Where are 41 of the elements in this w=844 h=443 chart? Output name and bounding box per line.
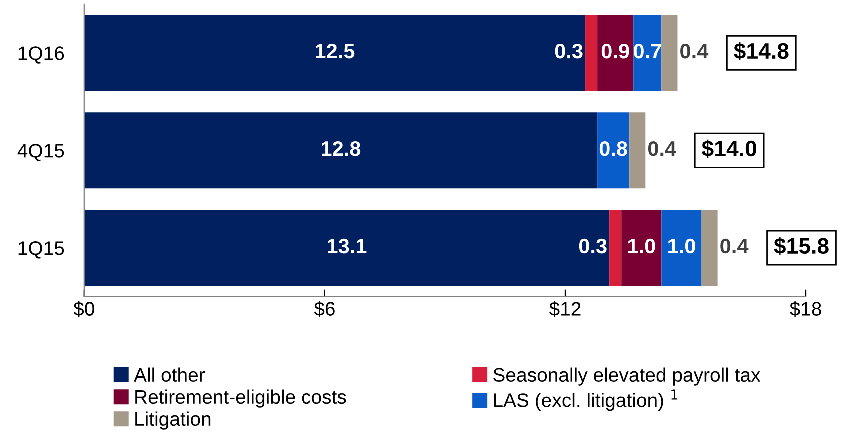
bar — [586, 15, 598, 92]
bar — [662, 15, 678, 92]
x-tick-label: $12 — [549, 301, 581, 318]
data-label: 0.7 — [634, 44, 662, 59]
bar — [622, 210, 662, 286]
y-tick-label: 1Q15 — [18, 242, 64, 259]
legend-label: LAS (excl. litigation) $^{1}$ — [494, 390, 678, 412]
data-label: 13.1 — [328, 238, 367, 254]
bar — [702, 210, 718, 286]
x-tick-label: $18 — [790, 301, 822, 318]
x-tick-label: $0 — [74, 301, 94, 318]
data-label: 0.9 — [602, 44, 630, 59]
bar — [610, 210, 622, 286]
total-label: $14.8 — [734, 42, 789, 61]
y-tick-label: 1Q16 — [18, 46, 64, 64]
bar — [84, 15, 586, 92]
total-label: $15.8 — [774, 237, 829, 256]
bar — [598, 112, 630, 189]
data-label: 0.4 — [720, 238, 749, 254]
data-label: 12.5 — [316, 44, 355, 59]
legend-label: All other — [134, 368, 206, 382]
bar — [84, 210, 610, 286]
legend-label: Litigation — [136, 412, 211, 430]
data-label: 0.4 — [648, 141, 677, 156]
y-tick-label: 4Q15 — [18, 144, 64, 162]
x-tick-label: $6 — [314, 301, 335, 318]
data-label: 0.4 — [680, 44, 709, 59]
data-label: 12.8 — [322, 141, 361, 156]
data-label: 1.0 — [668, 238, 696, 254]
legend-label: Retirement-eligible costs — [136, 390, 346, 408]
bar — [84, 112, 598, 189]
data-label: 0.8 — [600, 141, 628, 156]
total-label: $14.0 — [702, 140, 756, 158]
bar — [630, 112, 646, 189]
bar — [598, 15, 634, 92]
bar — [662, 210, 702, 286]
data-label: 0.3 — [579, 238, 607, 254]
data-label: 1.0 — [628, 238, 656, 254]
bar — [634, 15, 662, 92]
legend-label: Seasonally elevated payroll tax — [494, 368, 761, 386]
data-label: 0.3 — [555, 44, 583, 59]
